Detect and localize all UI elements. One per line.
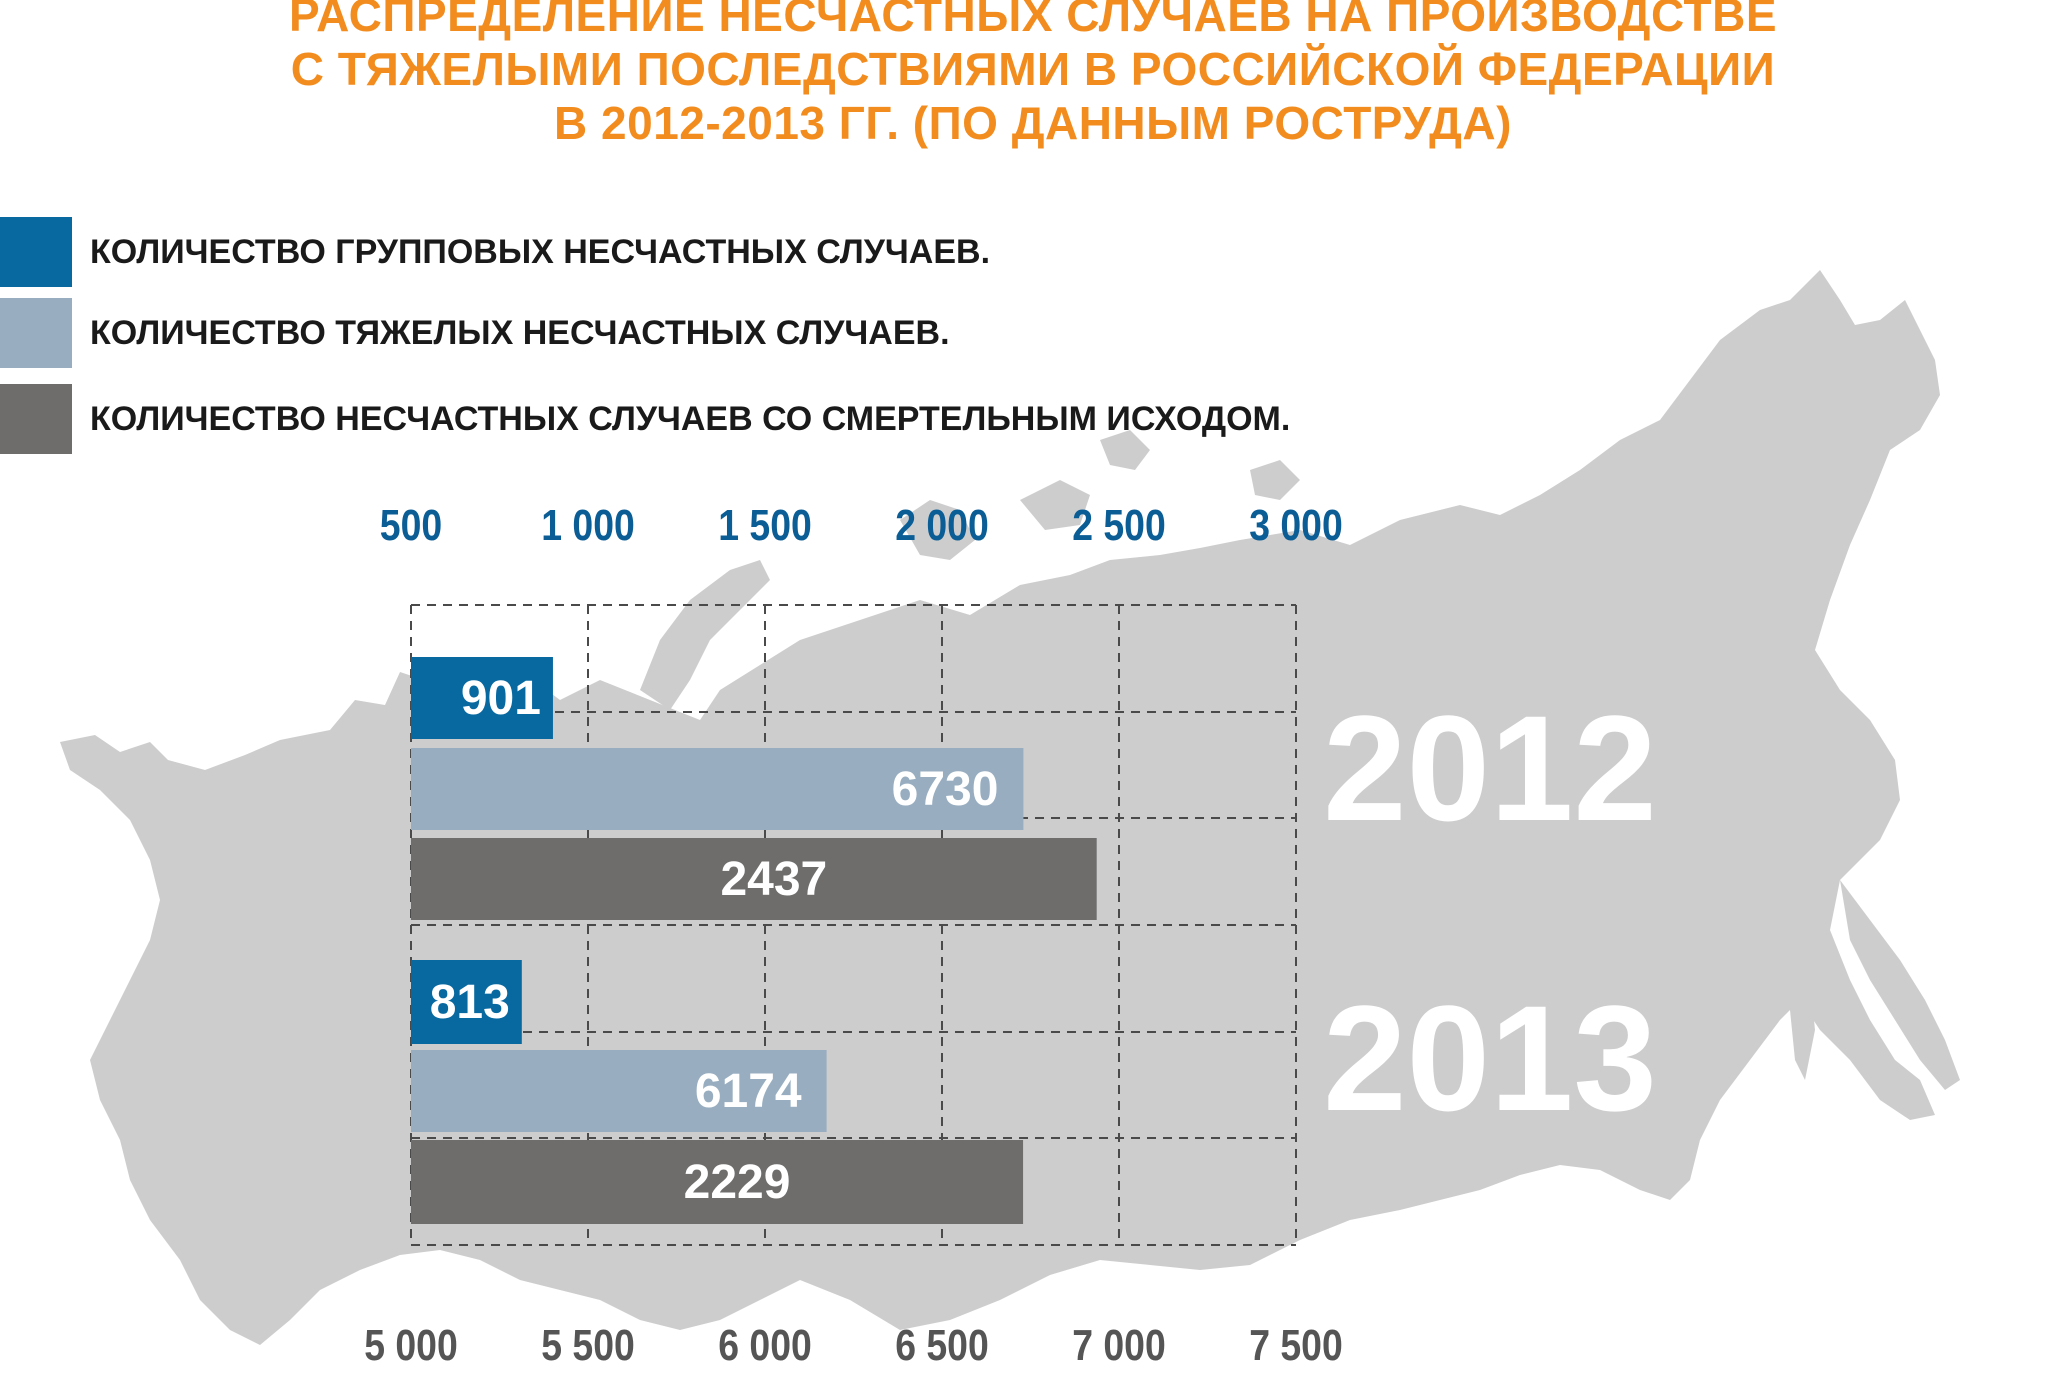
- bar-2013-group: [411, 960, 522, 1044]
- kamchatka-shape: [1840, 880, 1960, 1090]
- bar-2012-heavy: [411, 748, 1024, 830]
- top-axis-tick-label-3: 2 000: [895, 500, 989, 550]
- arctic-islands-shape: [900, 430, 1300, 560]
- legend-label-fatal: КОЛИЧЕСТВО НЕСЧАСТНЫХ СЛУЧАЕВ СО СМЕРТЕЛ…: [90, 400, 1291, 438]
- year-label-2013: 2013: [1323, 974, 1657, 1142]
- sakhalin-shape: [1790, 950, 1815, 1080]
- legend-swatch-group: [0, 217, 72, 287]
- chart-title: РАСПРЕДЕЛЕНИЕ НЕСЧАСТНЫХ СЛУЧАЕВ НА ПРОИ…: [0, 0, 2066, 150]
- top-axis-tick-label-1: 1 000: [541, 500, 635, 550]
- bottom-axis-tick-label-0: 5 000: [364, 1320, 458, 1370]
- top-axis-tick-label-0: 500: [380, 500, 442, 550]
- top-axis-tick-label-2: 1 500: [718, 500, 812, 550]
- bottom-axis-tick-label-1: 5 500: [541, 1320, 635, 1370]
- bar-2012-fatal: [411, 838, 1097, 920]
- bar-value-label-2013-fatal: 2229: [684, 1156, 791, 1209]
- year-label-2012: 2012: [1323, 684, 1657, 852]
- legend-swatch-fatal: [0, 384, 72, 454]
- bar-2013-fatal: [411, 1140, 1024, 1224]
- bottom-axis-tick-label-3: 6 500: [895, 1320, 989, 1370]
- title-line-3: В 2012-2013 ГГ. (ПО ДАННЫМ РОСТРУДА): [554, 97, 1512, 149]
- bar-2013-heavy: [411, 1050, 827, 1132]
- top-axis-tick-label-4: 2 500: [1072, 500, 1166, 550]
- bar-value-label-2012-group: 901: [461, 672, 541, 725]
- legend-label-group: КОЛИЧЕСТВО ГРУППОВЫХ НЕСЧАСТНЫХ СЛУЧАЕВ.: [90, 233, 991, 271]
- top-axis-tick-label-5: 3 000: [1249, 500, 1343, 550]
- novaya-zemlya-shape: [640, 560, 770, 710]
- bar-2012-group: [411, 657, 553, 739]
- title-line-2: С ТЯЖЕЛЫМИ ПОСЛЕДСТВИЯМИ В РОССИЙСКОЙ ФЕ…: [290, 43, 1776, 95]
- legend-label-heavy: КОЛИЧЕСТВО ТЯЖЕЛЫХ НЕСЧАСТНЫХ СЛУЧАЕВ.: [90, 314, 950, 352]
- bottom-axis-tick-label-2: 6 000: [718, 1320, 812, 1370]
- bottom-axis-tick-label-5: 7 500: [1249, 1320, 1343, 1370]
- bottom-axis-tick-label-4: 7 000: [1072, 1320, 1166, 1370]
- bar-value-label-2013-heavy: 6174: [695, 1065, 802, 1118]
- bar-value-label-2013-group: 813: [430, 976, 510, 1029]
- bar-value-label-2012-fatal: 2437: [720, 853, 827, 906]
- title-line-1: РАСПРЕДЕЛЕНИЕ НЕСЧАСТНЫХ СЛУЧАЕВ НА ПРОИ…: [288, 0, 1778, 41]
- legend-swatch-heavy: [0, 298, 72, 368]
- bar-value-label-2012-heavy: 6730: [892, 763, 999, 816]
